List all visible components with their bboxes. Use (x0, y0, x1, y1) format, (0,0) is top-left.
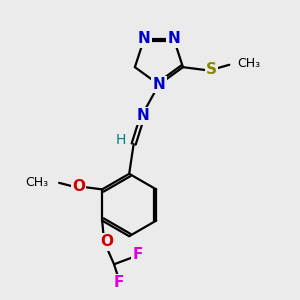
Text: S: S (206, 62, 217, 77)
Text: CH₃: CH₃ (26, 176, 49, 189)
Text: CH₃: CH₃ (238, 57, 261, 70)
Text: N: N (167, 32, 180, 46)
Text: O: O (72, 179, 85, 194)
Text: F: F (113, 275, 124, 290)
Text: N: N (138, 32, 150, 46)
Text: N: N (152, 77, 165, 92)
Text: F: F (133, 247, 143, 262)
Text: N: N (136, 108, 149, 123)
Text: O: O (100, 235, 113, 250)
Text: H: H (116, 134, 126, 148)
